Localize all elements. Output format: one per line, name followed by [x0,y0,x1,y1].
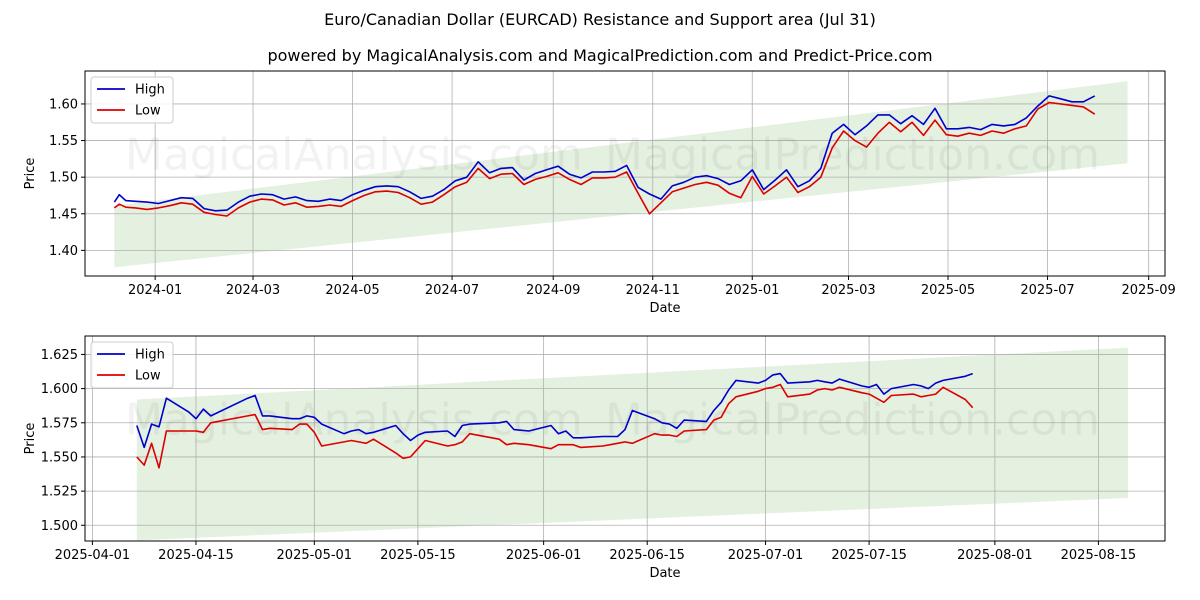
x-tick-label: 2025-07-15 [831,548,907,563]
chart-title: Euro/Canadian Dollar (EURCAD) Resistance… [324,10,876,29]
series-line-high [136,372,973,449]
y-axis-title: Price [23,423,38,455]
plot-frame [84,70,1166,277]
legend-label-high: High [135,83,165,98]
x-tick-label: 2024-09 [526,283,580,298]
x-tick-label: 2025-01 [725,283,779,298]
watermark: MagicalAnalysis.com [125,129,583,180]
legend-label-low: Low [135,104,161,119]
x-tick-label: 2024-05 [325,283,379,298]
y-tick-label: 1.40 [49,244,78,259]
x-tick-label: 2024-11 [626,283,680,298]
x-tick-label: 2024-01 [128,283,182,298]
x-tick-label: 2025-06-15 [609,548,685,563]
series-line-low [113,101,1096,217]
x-tick-label: 2024-03 [226,283,280,298]
y-tick-label: 1.575 [41,416,78,431]
legend-label-high: High [135,348,165,363]
plot-frame [84,335,1166,542]
watermark: MagicalPrediction.com [605,129,1100,180]
x-axis-title: Date [649,301,680,316]
x-tick-label: 2025-05-01 [277,548,353,563]
y-tick-label: 1.45 [49,207,78,222]
y-tick-label: 1.525 [41,485,78,500]
x-tick-label: 2025-07 [1020,283,1074,298]
chart-panel-1: MagicalAnalysis.com MagicalPrediction.com… [23,70,1176,316]
x-axis-title: Date [649,566,680,581]
chart-panel-2: MagicalAnalysis.com MagicalPrediction.com… [23,335,1166,581]
x-tick-label: 2025-05 [921,283,975,298]
y-tick-label: 1.625 [41,348,78,363]
y-tick-label: 1.55 [49,134,78,149]
legend: High Low [90,76,174,124]
chart-subtitle: powered by MagicalAnalysis.com and Magic… [267,46,933,65]
x-tick-label: 2025-08-01 [957,548,1033,563]
x-tick-label: 2025-04-15 [158,548,234,563]
y-axis-title: Price [23,158,38,190]
x-tick-label: 2024-07 [425,283,479,298]
legend-label-low: Low [135,369,161,384]
x-tick-label: 2025-09 [1122,283,1176,298]
x-tick-label: 2025-05-15 [380,548,456,563]
y-tick-label: 1.600 [41,382,78,397]
y-tick-label: 1.500 [41,519,78,534]
x-tick-label: 2025-06-01 [506,548,582,563]
x-tick-label: 2025-07-01 [728,548,804,563]
y-tick-label: 1.60 [49,97,78,112]
series-line-low [136,383,974,469]
y-tick-label: 1.550 [41,450,78,465]
legend: High Low [90,341,174,389]
watermark: MagicalPrediction.com [605,394,1100,445]
y-tick-label: 1.50 [49,171,78,186]
x-tick-label: 2025-04-01 [55,548,131,563]
x-tick-label: 2025-08-15 [1061,548,1137,563]
x-tick-label: 2025-03 [821,283,875,298]
series-line-high [113,95,1096,212]
watermark: MagicalAnalysis.com [125,394,583,445]
